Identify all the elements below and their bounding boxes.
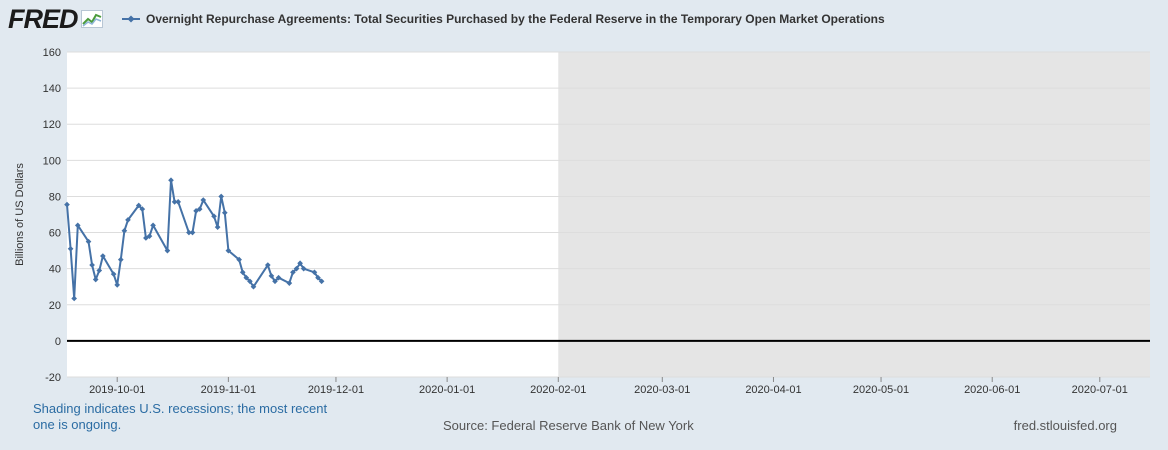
source-credit: Source: Federal Reserve Bank of New York <box>443 418 694 433</box>
x-tick-label: 2019-12-01 <box>308 384 364 396</box>
data-point <box>186 229 192 236</box>
data-point <box>175 199 181 205</box>
data-point <box>189 229 196 236</box>
recession-shading <box>558 52 1150 377</box>
data-point <box>297 260 303 267</box>
data-point <box>96 267 103 274</box>
data-point <box>318 278 325 285</box>
legend-series-label: Overnight Repurchase Agreements: Total S… <box>146 12 885 26</box>
data-point <box>225 247 232 254</box>
fred-logo-text: FRED <box>8 3 78 34</box>
y-tick-label: 160 <box>43 47 61 59</box>
data-point <box>247 278 253 285</box>
data-point <box>135 202 142 209</box>
y-tick-label: 140 <box>43 83 61 95</box>
fred-logo[interactable]: FRED <box>8 4 103 34</box>
data-point <box>300 265 307 272</box>
chart-area: -20 0 20 40 60 80 100 120 140 160 2019-10-01 2019-1… <box>0 40 1168 400</box>
data-point <box>221 209 228 216</box>
data-point <box>168 177 174 184</box>
data-point <box>110 271 117 277</box>
data-point <box>218 193 225 200</box>
data-point <box>236 256 242 263</box>
data-point <box>74 222 81 229</box>
y-tick-label: 0 <box>55 336 61 348</box>
data-point <box>275 274 282 281</box>
data-point <box>214 224 221 230</box>
data-point <box>311 269 318 276</box>
data-point <box>114 282 121 288</box>
y-tick-label: 120 <box>43 119 61 131</box>
data-point <box>117 256 124 263</box>
data-point <box>293 265 300 272</box>
data-point <box>211 213 217 220</box>
x-tick-label: 2020-02-01 <box>530 384 586 396</box>
data-point <box>243 274 250 281</box>
data-point <box>67 245 74 252</box>
data-point <box>85 238 92 245</box>
data-point <box>272 278 278 285</box>
x-tick-label: 2020-07-01 <box>1072 384 1128 396</box>
site-link[interactable]: fred.stlouisfed.org <box>1013 418 1117 433</box>
y-tick-label: 40 <box>49 264 61 276</box>
data-point <box>196 206 203 212</box>
x-tick-label: 2019-11-01 <box>201 384 256 396</box>
x-tick-label: 2020-03-01 <box>634 384 690 396</box>
x-tick-label: 2020-04-01 <box>745 384 801 396</box>
data-point <box>200 197 207 203</box>
y-tick-label: -20 <box>45 372 61 384</box>
data-point <box>125 217 131 223</box>
chart-legend: Overnight Repurchase Agreements: Total S… <box>122 10 885 28</box>
x-tick-label: 2020-01-01 <box>419 384 475 396</box>
y-tick-label: 60 <box>49 228 61 240</box>
data-point <box>164 247 171 254</box>
data-point <box>286 280 293 286</box>
data-point <box>150 222 156 229</box>
x-tick-label: 2020-06-01 <box>964 384 1020 396</box>
data-point <box>64 201 70 208</box>
data-point <box>239 269 246 276</box>
data-point <box>100 253 106 259</box>
data-point <box>89 262 95 268</box>
data-point <box>71 295 78 302</box>
line-chart: -20 0 20 40 60 80 100 120 140 160 2019-10-01 2019-1… <box>14 47 1150 396</box>
x-tick-label: 2019-10-01 <box>89 384 145 396</box>
y-tick-label: 80 <box>49 191 61 203</box>
data-point <box>92 276 99 283</box>
data-point <box>121 227 128 234</box>
y-tick-label: 100 <box>43 155 61 167</box>
y-tick-label: 20 <box>49 300 61 312</box>
data-point <box>146 233 153 239</box>
data-point <box>171 199 178 205</box>
data-point <box>250 283 257 290</box>
data-point <box>315 274 321 281</box>
legend-series-marker-icon <box>122 15 140 23</box>
recession-note: Shading indicates U.S. recessions; the m… <box>33 401 328 432</box>
data-point <box>268 273 275 279</box>
x-tick-label: 2020-05-01 <box>853 384 909 396</box>
data-point <box>290 269 296 276</box>
chart-header: FRED Overnight Repurchase Agreements: To… <box>0 0 1168 40</box>
data-point <box>139 206 146 212</box>
fred-chart-logo-icon <box>80 10 103 28</box>
data-point <box>264 262 271 268</box>
y-axis-title: Billions of US Dollars <box>14 163 26 266</box>
